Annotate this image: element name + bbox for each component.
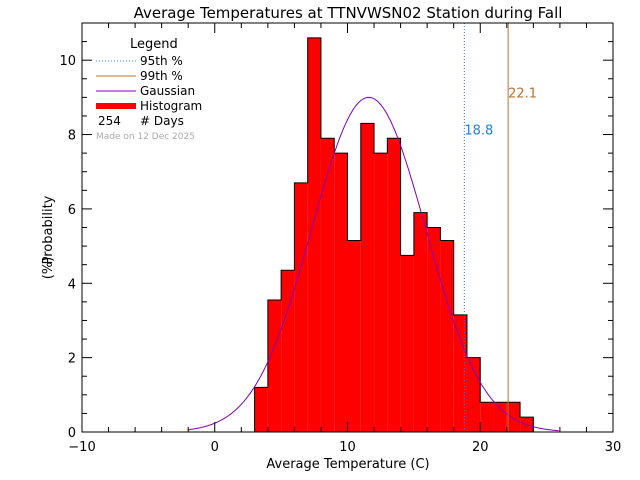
legend-title: Legend: [130, 37, 178, 52]
x-tick-label: 20: [472, 440, 489, 455]
histogram-bar: [307, 37, 321, 432]
histogram-outline: [254, 37, 534, 432]
histogram-bar: [480, 402, 494, 432]
legend-95-label: 95th %: [140, 54, 183, 68]
y-tick-label: 6: [68, 203, 76, 218]
histogram-bar: [254, 387, 268, 432]
histogram-bar: [413, 212, 428, 432]
histogram-bar: [294, 182, 308, 432]
legend-gaussian-label: Gaussian: [140, 84, 195, 98]
y-tick-label: 4: [68, 277, 76, 292]
y-axis-label: Probability: [41, 195, 56, 264]
gaussian-curve: [188, 96, 559, 432]
histogram-bar: [360, 123, 375, 433]
histogram-bar: [506, 402, 521, 432]
histogram-bar: [387, 138, 401, 432]
histogram-bar: [453, 314, 467, 432]
legend-99-label: 99th %: [140, 69, 183, 83]
y-tick-label: 8: [68, 129, 76, 144]
made-on-note: Made on 12 Dec 2025: [96, 132, 195, 142]
x-tick-label: −10: [68, 440, 95, 455]
histogram-bar: [267, 300, 282, 432]
histogram-bar: [281, 270, 295, 432]
x-tick-label: 10: [339, 440, 356, 455]
legend: Legend 95th % 99th % Gaussian Histogram …: [96, 37, 202, 142]
histogram-bars: [254, 37, 534, 433]
histogram-bar: [466, 357, 481, 432]
histogram-bar: [427, 227, 441, 432]
histogram-bar: [400, 255, 414, 432]
histogram-bar: [347, 240, 361, 432]
histogram-bar: [440, 240, 454, 432]
legend-histogram-label: Histogram: [140, 99, 202, 113]
x-axis-ticks: −10 0 10 20 30: [68, 23, 621, 455]
x-tick-label: 0: [211, 440, 219, 455]
y-axis-unit: (%): [41, 257, 56, 280]
chart-title: Average Temperatures at TTNVWSN02 Statio…: [134, 4, 563, 22]
histogram-bar: [320, 138, 335, 432]
y-tick-label: 0: [68, 426, 76, 441]
histogram-bar: [334, 153, 348, 433]
y-tick-label: 2: [68, 352, 76, 367]
percentile-99-label: 22.1: [508, 86, 537, 101]
x-axis-label: Average Temperature (C): [266, 457, 429, 472]
legend-day-count-label: # Days: [140, 114, 184, 128]
y-tick-label: 10: [59, 54, 76, 69]
histogram-bar: [374, 153, 388, 433]
histogram-bar: [493, 402, 507, 432]
y-axis-ticks: 0 2 4 6 8 10: [59, 22, 613, 441]
x-tick-label: 30: [605, 440, 622, 455]
legend-day-count: 254: [98, 114, 121, 128]
percentile-95-label: 18.8: [464, 124, 493, 139]
